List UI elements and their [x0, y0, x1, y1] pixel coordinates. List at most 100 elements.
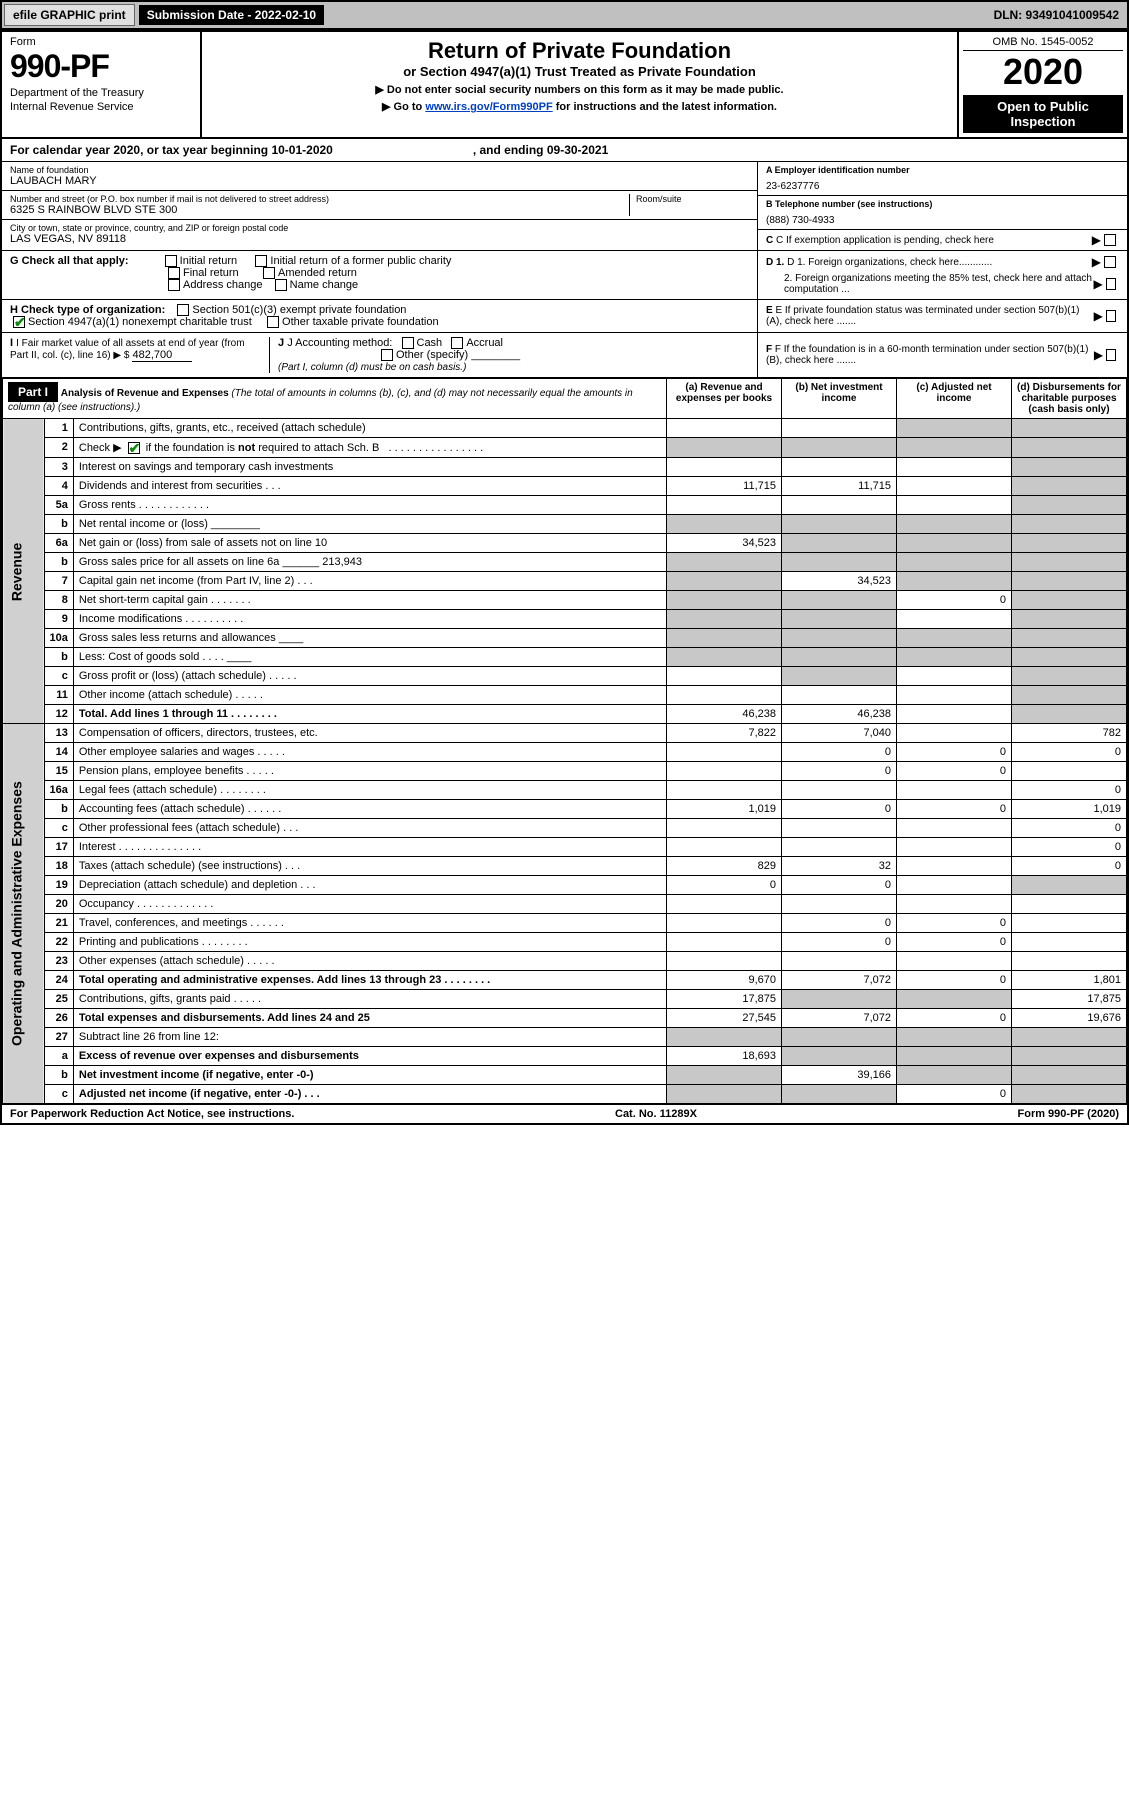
table-row: 11Other income (attach schedule) . . . .… — [3, 686, 1127, 705]
checkbox-501c3[interactable] — [177, 304, 189, 316]
line-description: Gross sales less returns and allowances … — [73, 629, 666, 648]
table-row: Operating and Administrative Expenses13C… — [3, 724, 1127, 743]
cell-b: 7,072 — [782, 1009, 897, 1028]
cell-b — [782, 990, 897, 1009]
tax-year: 2020 — [963, 51, 1123, 93]
checkbox-d1[interactable] — [1104, 256, 1116, 268]
line-description: Occupancy . . . . . . . . . . . . . — [73, 895, 666, 914]
checkbox-e[interactable] — [1106, 310, 1116, 322]
checkbox-f[interactable] — [1106, 349, 1116, 361]
line-description: Gross sales price for all assets on line… — [73, 553, 666, 572]
checkbox-final-return[interactable] — [168, 267, 180, 279]
table-row: bNet rental income or (loss) ________ — [3, 515, 1127, 534]
line-description: Legal fees (attach schedule) . . . . . .… — [73, 781, 666, 800]
cell-d — [1012, 496, 1127, 515]
cell-d — [1012, 515, 1127, 534]
checkbox-other-method[interactable] — [381, 349, 393, 361]
checkbox-address-change[interactable] — [168, 279, 180, 291]
cell-c — [897, 515, 1012, 534]
cell-b — [782, 667, 897, 686]
line-number: 26 — [44, 1009, 73, 1028]
line-description: Pension plans, employee benefits . . . .… — [73, 762, 666, 781]
cell-a — [667, 1028, 782, 1047]
section-i-j: I I Fair market value of all assets at e… — [2, 333, 757, 377]
cell-b: 0 — [782, 914, 897, 933]
cell-c — [897, 1028, 1012, 1047]
cell-a — [667, 933, 782, 952]
line-description: Capital gain net income (from Part IV, l… — [73, 572, 666, 591]
cell-d — [1012, 648, 1127, 667]
line-number: 6a — [44, 534, 73, 553]
line-description: Total expenses and disbursements. Add li… — [73, 1009, 666, 1028]
table-row: 17Interest . . . . . . . . . . . . . .0 — [3, 838, 1127, 857]
table-row: bAccounting fees (attach schedule) . . .… — [3, 800, 1127, 819]
cell-a — [667, 667, 782, 686]
cell-c — [897, 952, 1012, 971]
line-number: b — [44, 648, 73, 667]
checkbox-accrual[interactable] — [451, 337, 463, 349]
cell-d — [1012, 419, 1127, 438]
line-description: Interest on savings and temporary cash i… — [73, 458, 666, 477]
line-number: 20 — [44, 895, 73, 914]
line-number: 12 — [44, 705, 73, 724]
form-990pf: Form 990-PF Department of the Treasury I… — [0, 30, 1129, 1125]
checkbox-initial-former[interactable] — [255, 255, 267, 267]
cell-b: 7,040 — [782, 724, 897, 743]
checkbox-other-taxable[interactable] — [267, 316, 279, 328]
line-description: Check ▶ if the foundation is not require… — [73, 438, 666, 458]
checkbox-c[interactable] — [1104, 234, 1116, 246]
checkbox-amended[interactable] — [263, 267, 275, 279]
cell-a: 11,715 — [667, 477, 782, 496]
cell-c — [897, 610, 1012, 629]
checkbox-d2[interactable] — [1106, 278, 1116, 290]
cell-a — [667, 419, 782, 438]
cell-a: 829 — [667, 857, 782, 876]
table-row: 22Printing and publications . . . . . . … — [3, 933, 1127, 952]
cell-c — [897, 686, 1012, 705]
line-description: Net gain or (loss) from sale of assets n… — [73, 534, 666, 553]
cell-b — [782, 515, 897, 534]
cell-d — [1012, 876, 1127, 895]
cell-a — [667, 686, 782, 705]
checkbox-4947a1[interactable] — [13, 316, 25, 328]
checkbox-initial-return[interactable] — [165, 255, 177, 267]
line-description: Dividends and interest from securities .… — [73, 477, 666, 496]
cell-d: 0 — [1012, 819, 1127, 838]
dept-treasury: Department of the Treasury — [10, 87, 192, 99]
cell-c — [897, 895, 1012, 914]
table-row: 10aGross sales less returns and allowanc… — [3, 629, 1127, 648]
line-number: 5a — [44, 496, 73, 515]
section-g: G Check all that apply: Initial return I… — [2, 251, 757, 299]
cell-d — [1012, 933, 1127, 952]
line-description: Other income (attach schedule) . . . . . — [73, 686, 666, 705]
checkbox-name-change[interactable] — [275, 279, 287, 291]
cell-a — [667, 515, 782, 534]
checkbox-sch-b[interactable] — [128, 442, 140, 454]
line-description: Total operating and administrative expen… — [73, 971, 666, 990]
table-row: 8Net short-term capital gain . . . . . .… — [3, 591, 1127, 610]
col-a-header: (a) Revenue and expenses per books — [667, 379, 782, 419]
cell-a: 9,670 — [667, 971, 782, 990]
form-title: Return of Private Foundation — [208, 38, 951, 64]
cell-d — [1012, 477, 1127, 496]
cell-b — [782, 1085, 897, 1104]
table-row: 23Other expenses (attach schedule) . . .… — [3, 952, 1127, 971]
cell-d: 17,875 — [1012, 990, 1127, 1009]
line-number: 19 — [44, 876, 73, 895]
section-h: H Check type of organization: Section 50… — [2, 300, 757, 332]
cell-d — [1012, 458, 1127, 477]
irs-link[interactable]: www.irs.gov/Form990PF — [425, 101, 552, 113]
city-cell: City or town, state or province, country… — [2, 220, 757, 248]
efile-button[interactable]: efile GRAPHIC print — [4, 4, 135, 26]
line-description: Printing and publications . . . . . . . … — [73, 933, 666, 952]
cell-d — [1012, 914, 1127, 933]
cell-b: 46,238 — [782, 705, 897, 724]
table-row: cGross profit or (loss) (attach schedule… — [3, 667, 1127, 686]
phone-cell: B Telephone number (see instructions) (8… — [758, 196, 1127, 230]
cell-d — [1012, 438, 1127, 458]
expenses-side-label: Operating and Administrative Expenses — [3, 724, 45, 1104]
checkbox-cash[interactable] — [402, 337, 414, 349]
cell-c — [897, 857, 1012, 876]
table-row: 2Check ▶ if the foundation is not requir… — [3, 438, 1127, 458]
cell-b: 0 — [782, 876, 897, 895]
